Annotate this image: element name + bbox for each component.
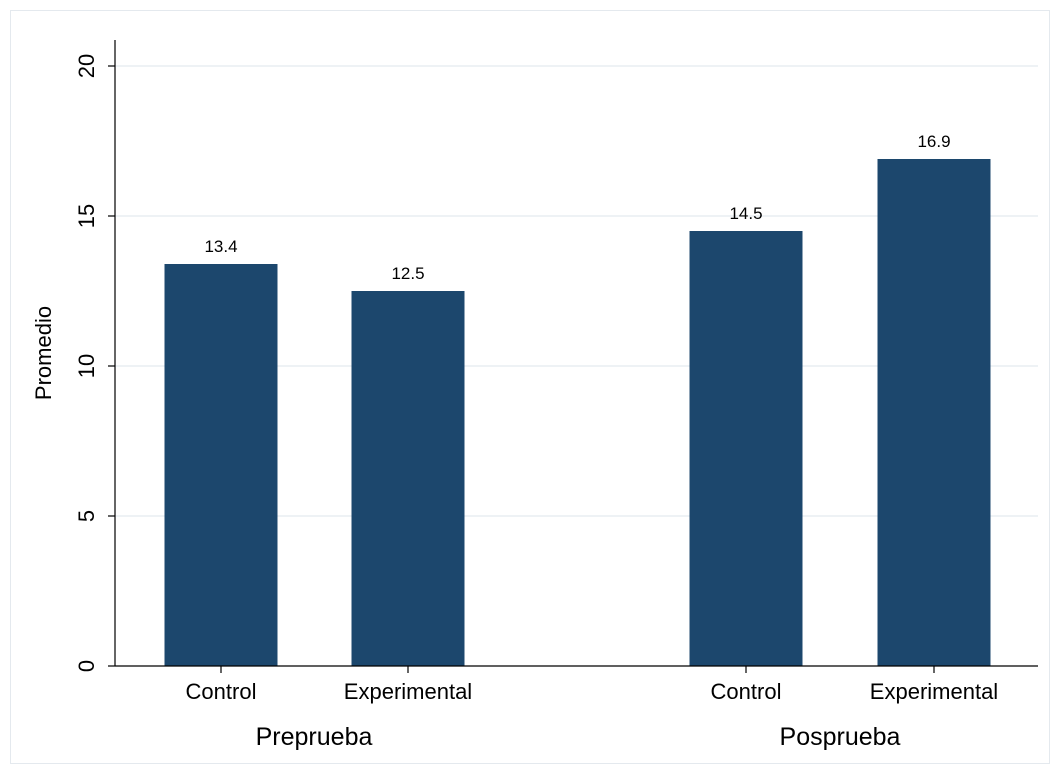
- y-tick-label: 20: [74, 54, 99, 78]
- y-tick-label: 0: [74, 660, 99, 672]
- group-label: Posprueba: [780, 723, 901, 751]
- y-tick-label: 10: [74, 354, 99, 378]
- data-label: 13.4: [204, 237, 237, 256]
- y-tick-label: 5: [74, 510, 99, 522]
- y-ticks: 0 5 10 15 20: [74, 54, 115, 672]
- bar: [877, 159, 991, 666]
- bar: [689, 231, 803, 666]
- bar: [164, 264, 278, 666]
- data-label: 14.5: [729, 204, 762, 223]
- bar: [351, 291, 465, 666]
- y-axis-label: Promedio: [31, 306, 56, 400]
- bars: 13.4 12.5 14.5 16.9: [164, 132, 991, 666]
- x-tick-label: Control: [711, 679, 782, 704]
- x-tick-label: Experimental: [344, 679, 472, 704]
- y-tick-label: 15: [74, 204, 99, 228]
- x-tick-label: Experimental: [870, 679, 998, 704]
- x-tick-label: Control: [186, 679, 257, 704]
- data-label: 16.9: [917, 132, 950, 151]
- x-labels: Control Experimental Preprueba Control Exper…: [186, 666, 998, 751]
- data-label: 12.5: [391, 264, 424, 283]
- axes: [114, 40, 1038, 667]
- group-label: Preprueba: [256, 723, 373, 751]
